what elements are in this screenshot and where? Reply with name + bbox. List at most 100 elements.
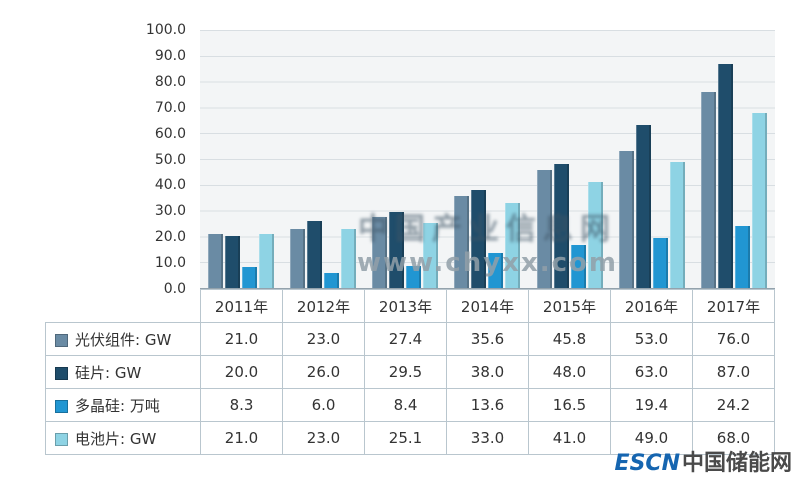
year-header-cell: 2011年 [200, 289, 283, 323]
legend-swatch-icon [55, 333, 68, 347]
site-logo-en: ESCN [614, 451, 680, 476]
legend-swatch-icon [55, 399, 68, 413]
y-tick-label: 20.0 [154, 229, 186, 246]
y-tick-label: 70.0 [154, 99, 186, 116]
table-row: 硅片: GW 20.0 26.0 29.5 38.0 48.0 63.0 87.0 [45, 355, 775, 389]
y-tick-label: 60.0 [154, 125, 186, 142]
site-logo: ESCN中国储能网 [615, 445, 792, 477]
bar [290, 228, 306, 288]
table-row: 电池片: GW 21.0 23.0 25.1 33.0 41.0 49.0 68.0 [45, 421, 775, 455]
value-cell: 16.5 [528, 388, 611, 422]
y-tick-label: 10.0 [154, 255, 186, 272]
value-cell: 35.6 [446, 322, 529, 356]
bar [669, 161, 685, 288]
legend-label: 光伏组件: GW [75, 330, 172, 349]
value-cell: 87.0 [692, 355, 775, 389]
bar-group-2014年 [446, 30, 528, 288]
value-cell: 8.4 [364, 388, 447, 422]
value-cell: 33.0 [446, 421, 529, 455]
year-header-cell: 2017年 [692, 289, 775, 323]
value-cell: 21.0 [200, 421, 283, 455]
legend-cell: 多晶硅: 万吨 [45, 388, 201, 422]
value-cell: 23.0 [282, 421, 365, 455]
legend-cell: 硅片: GW [45, 355, 201, 389]
value-cell: 38.0 [446, 355, 529, 389]
value-cell: 27.4 [364, 322, 447, 356]
bar [341, 228, 357, 288]
value-cell: 19.4 [610, 388, 693, 422]
y-tick-label: 90.0 [154, 47, 186, 64]
value-cell: 29.5 [364, 355, 447, 389]
bar [454, 196, 470, 288]
value-cell: 49.0 [610, 421, 693, 455]
legend-swatch-icon [55, 366, 68, 380]
plot-area: 中国产业信息网 www.chyxx.com [200, 30, 775, 289]
bar [423, 223, 439, 288]
value-cell: 41.0 [528, 421, 611, 455]
year-header-cell: 2016年 [610, 289, 693, 323]
bar [751, 112, 767, 288]
value-cell: 48.0 [528, 355, 611, 389]
bar [488, 252, 504, 288]
year-header-cell: 2013年 [364, 289, 447, 323]
value-cell: 76.0 [692, 322, 775, 356]
table-corner-cell [46, 290, 201, 323]
legend-swatch-icon [55, 432, 68, 446]
y-axis: 0.0 10.0 20.0 30.0 40.0 50.0 60.0 70.0 80.0 90.0 1… [96, 22, 192, 297]
table-row: 多晶硅: 万吨 8.3 6.0 8.4 13.6 16.5 19.4 24.2 [45, 388, 775, 422]
bar [406, 266, 422, 288]
value-cell: 20.0 [200, 355, 283, 389]
bars-container [200, 30, 775, 288]
legend-label: 硅片: GW [75, 363, 142, 382]
table-row: 光伏组件: GW 21.0 23.0 27.4 35.6 45.8 53.0 76.0 [45, 322, 775, 356]
bar [208, 233, 224, 288]
value-cell: 21.0 [200, 322, 283, 356]
y-tick-label: 40.0 [154, 177, 186, 194]
bar [324, 272, 340, 288]
bar-group-2011年 [200, 30, 282, 288]
bar [618, 151, 634, 288]
bar [242, 266, 258, 288]
value-cell: 23.0 [282, 322, 365, 356]
bar-group-2016年 [611, 30, 693, 288]
bar [717, 63, 733, 288]
year-header-cell: 2015年 [528, 289, 611, 323]
site-logo-cn: 中国储能网 [681, 451, 792, 476]
bar-group-2015年 [529, 30, 611, 288]
bar-group-2017年 [693, 30, 775, 288]
year-header-cell: 2014年 [446, 289, 529, 323]
legend-cell: 电池片: GW [45, 421, 201, 455]
y-tick-label: 100.0 [145, 22, 186, 38]
value-cell: 63.0 [610, 355, 693, 389]
value-cell: 53.0 [610, 322, 693, 356]
bar-group-2013年 [364, 30, 446, 288]
value-cell: 68.0 [692, 421, 775, 455]
y-tick-label: 0.0 [163, 281, 186, 297]
value-cell: 13.6 [446, 388, 529, 422]
value-cell: 8.3 [200, 388, 283, 422]
table-header-row: 2011年 2012年 2013年 2014年 2015年 2016年 2017年 [46, 289, 775, 323]
legend-label: 电池片: GW [75, 429, 157, 448]
bar [553, 164, 569, 288]
bar [372, 217, 388, 288]
bar [570, 245, 586, 288]
bar-group-2012年 [282, 30, 364, 288]
bar [471, 189, 487, 288]
bar [700, 91, 716, 288]
bar [734, 225, 750, 288]
y-tick-label: 30.0 [154, 203, 186, 220]
y-tick-label: 50.0 [154, 151, 186, 168]
bar [307, 220, 323, 288]
bar [536, 169, 552, 288]
data-table: 2011年 2012年 2013年 2014年 2015年 2016年 2017年 光伏组件:… [45, 289, 775, 455]
value-cell: 6.0 [282, 388, 365, 422]
bar [225, 236, 241, 288]
y-tick-label: 80.0 [154, 73, 186, 90]
value-cell: 26.0 [282, 355, 365, 389]
value-cell: 24.2 [692, 388, 775, 422]
bar [505, 202, 521, 288]
value-cell: 25.1 [364, 421, 447, 455]
bar [389, 211, 405, 288]
bar [652, 237, 668, 288]
value-cell: 45.8 [528, 322, 611, 356]
